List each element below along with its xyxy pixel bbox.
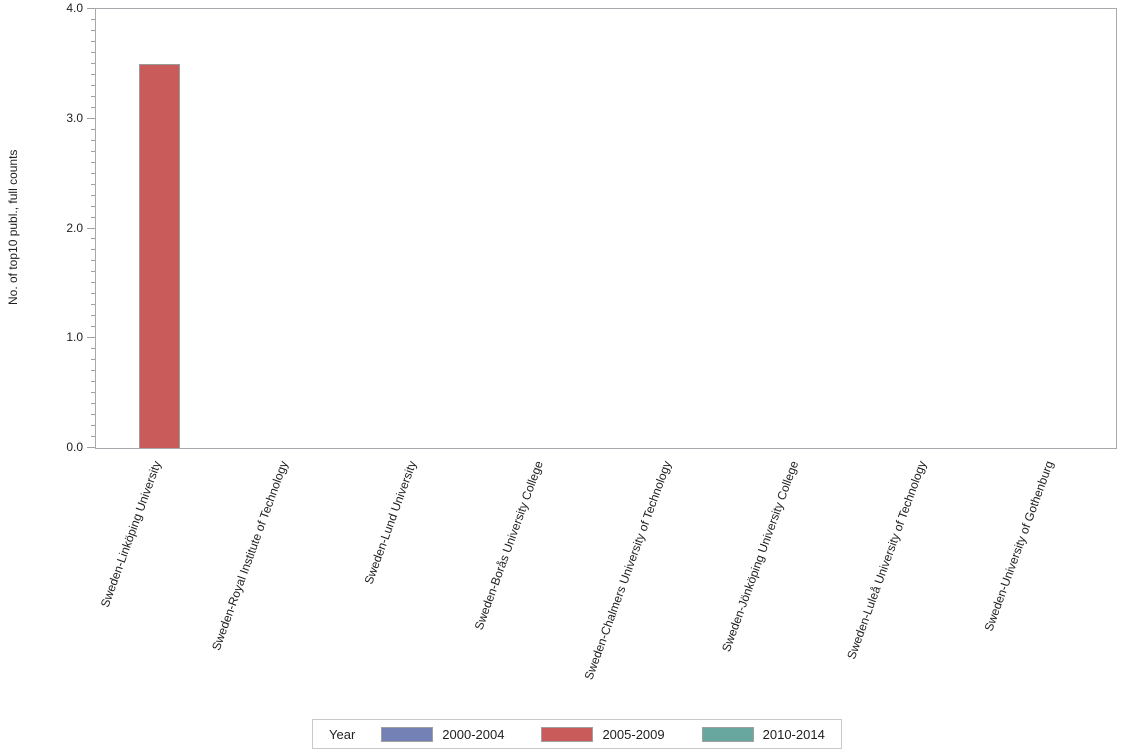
legend-label: 2005-2009 — [602, 726, 665, 742]
x-axis-label: Sweden-Lund University — [361, 459, 420, 587]
y-minor-tick — [91, 129, 95, 130]
y-minor-tick — [91, 414, 95, 415]
y-minor-tick — [91, 359, 95, 360]
plot-area — [95, 8, 1117, 449]
legend-label: 2000-2004 — [442, 726, 505, 742]
y-minor-tick — [91, 140, 95, 141]
bar — [139, 64, 180, 448]
x-axis-label: Sweden-Chalmers University of Technology — [581, 459, 675, 682]
y-minor-tick — [91, 370, 95, 371]
y-minor-tick — [91, 392, 95, 393]
x-axis-label: Sweden-Borås University College — [471, 459, 547, 632]
y-minor-tick — [91, 315, 95, 316]
legend-swatch-icon — [381, 726, 434, 742]
y-tick-label: 1.0 — [66, 330, 83, 344]
y-minor-tick — [91, 107, 95, 108]
x-axis-label: Sweden-Royal Institute of Technology — [209, 459, 292, 653]
y-minor-tick — [91, 162, 95, 163]
y-axis-title: No. of top10 publ., full counts — [6, 149, 20, 306]
legend-label: 2010-2014 — [762, 726, 825, 742]
y-tick-label: 2.0 — [66, 221, 83, 235]
y-minor-tick — [91, 19, 95, 20]
y-minor-tick — [91, 195, 95, 196]
y-minor-tick — [91, 436, 95, 437]
y-minor-tick — [91, 381, 95, 382]
y-minor-tick — [91, 96, 95, 97]
legend: Year 2000-2004 2005-2009 2010-2014 — [312, 719, 842, 749]
y-major-tick — [87, 447, 95, 448]
y-minor-tick — [91, 304, 95, 305]
y-minor-tick — [91, 52, 95, 53]
y-minor-tick — [91, 173, 95, 174]
legend-swatch-icon — [701, 726, 754, 742]
x-axis-label: Sweden-Luleå University of Technology — [844, 459, 930, 662]
y-major-tick — [87, 118, 95, 119]
y-tick-label: 0.0 — [66, 440, 83, 454]
legend-item-2010-2014: 2010-2014 — [701, 726, 825, 742]
legend-title: Year — [329, 726, 356, 742]
y-major-tick — [87, 228, 95, 229]
y-minor-tick — [91, 41, 95, 42]
y-minor-tick — [91, 282, 95, 283]
y-minor-tick — [91, 260, 95, 261]
y-minor-tick — [91, 63, 95, 64]
y-minor-tick — [91, 293, 95, 294]
legend-item-2000-2004: 2000-2004 — [381, 726, 505, 742]
x-axis-label: Sweden-Linköping University — [98, 459, 165, 610]
y-minor-tick — [91, 403, 95, 404]
legend-swatch-icon — [541, 726, 594, 742]
y-minor-tick — [91, 74, 95, 75]
y-minor-tick — [91, 30, 95, 31]
y-major-tick — [87, 337, 95, 338]
x-axis-labels: Sweden-Linköping University Sweden-Royal … — [95, 447, 1115, 717]
y-minor-tick — [91, 206, 95, 207]
y-minor-tick — [91, 249, 95, 250]
y-tick-label: 4.0 — [66, 1, 83, 15]
y-tick-label: 3.0 — [66, 111, 83, 125]
y-minor-tick — [91, 238, 95, 239]
y-minor-tick — [91, 425, 95, 426]
y-minor-tick — [91, 348, 95, 349]
y-minor-tick — [91, 85, 95, 86]
y-minor-tick — [91, 271, 95, 272]
legend-item-2005-2009: 2005-2009 — [541, 726, 665, 742]
y-minor-tick — [91, 184, 95, 185]
y-minor-tick — [91, 151, 95, 152]
x-axis-label: Sweden-Jönköping University College — [718, 459, 802, 654]
y-major-tick — [87, 8, 95, 9]
y-minor-tick — [91, 326, 95, 327]
y-minor-tick — [91, 217, 95, 218]
x-axis-label: Sweden-University of Gothenburg — [981, 459, 1057, 634]
